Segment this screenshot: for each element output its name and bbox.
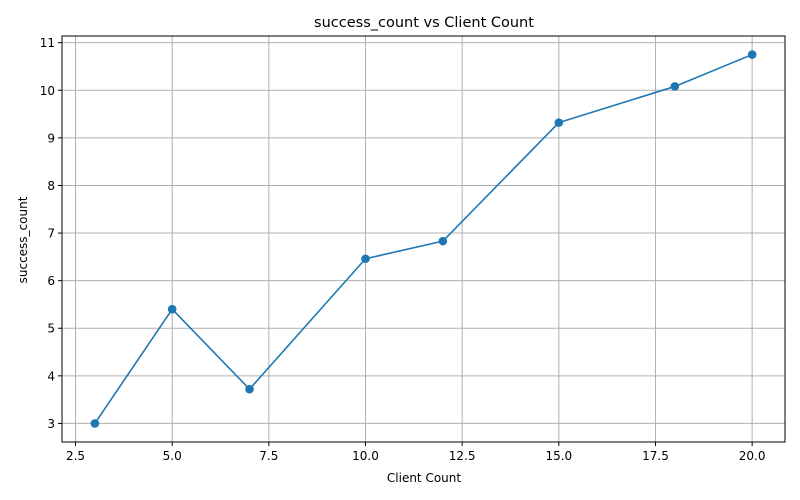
- plot-frame: [61, 35, 786, 443]
- x-axis-label: Client Count: [387, 471, 461, 485]
- data-point: [361, 254, 370, 264]
- chart-title: success_count vs Client Count: [314, 15, 534, 31]
- grid-lines: [62, 36, 785, 442]
- data-point: [747, 50, 757, 59]
- y-tick-label: 5: [47, 322, 55, 336]
- x-tick-label: 15.0: [545, 449, 572, 463]
- y-tick-label: 8: [47, 179, 55, 193]
- data-point: [90, 419, 100, 428]
- x-tick-label: 20.0: [739, 449, 766, 463]
- y-tick-label: 9: [47, 131, 55, 145]
- x-tick-label: 12.5: [449, 449, 476, 463]
- data-series: [90, 50, 757, 428]
- x-tick-label: 10.0: [352, 449, 379, 463]
- x-tick-label: 17.5: [642, 449, 669, 463]
- data-point: [438, 236, 448, 246]
- y-axis-label: success_count: [16, 196, 30, 283]
- series-line: [94, 53, 753, 424]
- y-tick-label: 3: [47, 417, 55, 431]
- x-tick-label: 7.5: [259, 449, 278, 463]
- data-point: [554, 118, 564, 127]
- data-point: [670, 82, 680, 91]
- y-tick-label: 7: [47, 227, 55, 241]
- y-tick-label: 10: [40, 84, 55, 98]
- x-tick-label: 2.5: [66, 449, 85, 463]
- y-tick-label: 6: [47, 274, 55, 288]
- data-point: [167, 304, 177, 314]
- data-point: [245, 384, 254, 394]
- x-tick-label: 5.0: [163, 449, 182, 463]
- y-tick-label: 4: [47, 369, 55, 383]
- axis-ticks: 2.5 5.0 7.5 10.0 12.5 15.0 17.5 20.0 3 4 5 6 7 8 9 10 11: [40, 36, 766, 463]
- y-tick-label: 11: [40, 36, 55, 50]
